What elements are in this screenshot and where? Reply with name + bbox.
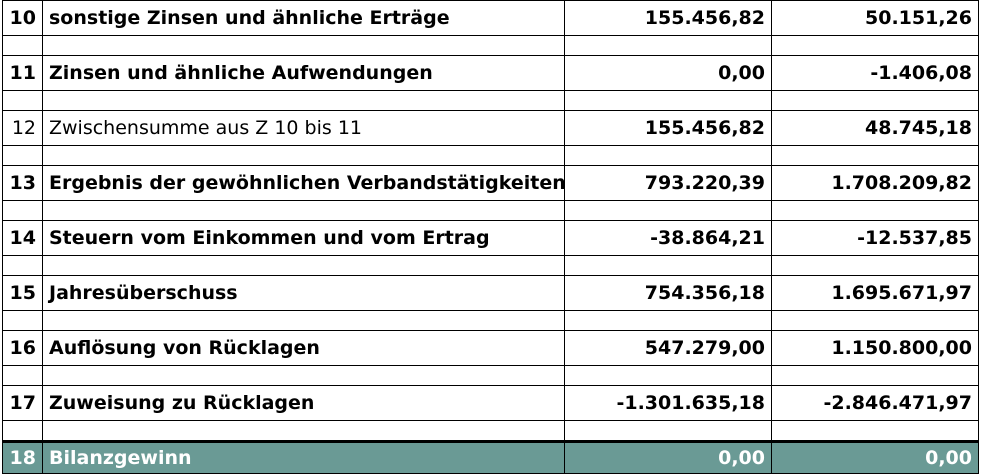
row-label-cell[interactable]: Jahresüberschuss (42, 275, 565, 311)
empty-cell[interactable] (771, 310, 979, 331)
spacer-row (2, 255, 979, 276)
empty-cell[interactable] (42, 200, 565, 221)
total-row: 18 Bilanzgewinn 0,00 0,00 (2, 440, 979, 474)
value-cell-previous[interactable]: -1.406,08 (771, 55, 979, 91)
empty-cell[interactable] (42, 310, 565, 331)
empty-cell[interactable] (2, 35, 43, 56)
empty-cell[interactable] (42, 255, 565, 276)
empty-cell[interactable] (42, 365, 565, 386)
spacer-row (2, 90, 979, 111)
spacer-row (2, 310, 979, 331)
empty-cell[interactable] (771, 90, 979, 111)
row-label-cell[interactable]: Zwischensumme aus Z 10 bis 11 (42, 110, 565, 146)
empty-cell[interactable] (2, 145, 43, 166)
value-cell-current[interactable]: 0,00 (564, 440, 772, 474)
empty-cell[interactable] (2, 255, 43, 276)
row-number-cell[interactable]: 13 (2, 165, 43, 201)
empty-cell[interactable] (771, 365, 979, 386)
row-number-cell[interactable]: 12 (2, 110, 43, 146)
row-label-cell[interactable]: Ergebnis der gewöhnlichen Verbandstätigk… (42, 165, 565, 201)
empty-cell[interactable] (771, 200, 979, 221)
value-cell-current[interactable]: 793.220,39 (564, 165, 772, 201)
value-cell-current[interactable]: 754.356,18 (564, 275, 772, 311)
row-label-cell[interactable]: Bilanzgewinn (42, 440, 565, 474)
empty-cell[interactable] (564, 310, 772, 331)
table-row: 11 Zinsen und ähnliche Aufwendungen 0,00… (2, 55, 979, 91)
empty-cell[interactable] (564, 365, 772, 386)
value-cell-previous[interactable]: 50.151,26 (771, 0, 979, 36)
value-cell-previous[interactable]: 1.150.800,00 (771, 330, 979, 366)
row-number-cell[interactable]: 10 (2, 0, 43, 36)
table-row: 14 Steuern vom Einkommen und vom Ertrag … (2, 220, 979, 256)
empty-cell[interactable] (771, 420, 979, 442)
spacer-row (2, 35, 979, 56)
value-cell-current[interactable]: -38.864,21 (564, 220, 772, 256)
table-row: 13 Ergebnis der gewöhnlichen Verbandstät… (2, 165, 979, 201)
value-cell-current[interactable]: 547.279,00 (564, 330, 772, 366)
row-number-cell[interactable]: 14 (2, 220, 43, 256)
empty-cell[interactable] (771, 145, 979, 166)
empty-cell[interactable] (564, 35, 772, 56)
table-row: 17 Zuweisung zu Rücklagen -1.301.635,18 … (2, 385, 979, 421)
row-label-cell[interactable]: sonstige Zinsen und ähnliche Erträge (42, 0, 565, 36)
table-row: 12 Zwischensumme aus Z 10 bis 11 155.456… (2, 110, 979, 146)
value-cell-previous[interactable]: 1.695.671,97 (771, 275, 979, 311)
value-cell-current[interactable]: 0,00 (564, 55, 772, 91)
row-label-cell[interactable]: Auflösung von Rücklagen (42, 330, 565, 366)
value-cell-current[interactable]: 155.456,82 (564, 0, 772, 36)
empty-cell[interactable] (771, 35, 979, 56)
spacer-row (2, 365, 979, 386)
empty-cell[interactable] (564, 90, 772, 111)
value-cell-previous[interactable]: 48.745,18 (771, 110, 979, 146)
table-row: 16 Auflösung von Rücklagen 547.279,00 1.… (2, 330, 979, 366)
value-cell-current[interactable]: 155.456,82 (564, 110, 772, 146)
row-label-cell[interactable]: Steuern vom Einkommen und vom Ertrag (42, 220, 565, 256)
row-number-cell[interactable]: 17 (2, 385, 43, 421)
empty-cell[interactable] (2, 200, 43, 221)
row-number-cell[interactable]: 15 (2, 275, 43, 311)
value-cell-current[interactable]: -1.301.635,18 (564, 385, 772, 421)
empty-cell[interactable] (42, 420, 565, 442)
value-cell-previous[interactable]: 0,00 (771, 440, 979, 474)
empty-cell[interactable] (564, 420, 772, 442)
empty-cell[interactable] (564, 145, 772, 166)
empty-cell[interactable] (564, 255, 772, 276)
row-number-cell[interactable]: 18 (2, 440, 43, 474)
table-row: 10 sonstige Zinsen und ähnliche Erträge … (2, 0, 979, 36)
value-cell-previous[interactable]: 1.708.209,82 (771, 165, 979, 201)
value-cell-previous[interactable]: -2.846.471,97 (771, 385, 979, 421)
table-row: 15 Jahresüberschuss 754.356,18 1.695.671… (2, 275, 979, 311)
spacer-row (2, 420, 979, 442)
empty-cell[interactable] (42, 145, 565, 166)
value-cell-previous[interactable]: -12.537,85 (771, 220, 979, 256)
empty-cell[interactable] (564, 200, 772, 221)
empty-cell[interactable] (771, 255, 979, 276)
spacer-row (2, 145, 979, 166)
row-number-cell[interactable]: 16 (2, 330, 43, 366)
row-number-cell[interactable]: 11 (2, 55, 43, 91)
empty-cell[interactable] (2, 420, 43, 442)
row-label-cell[interactable]: Zuweisung zu Rücklagen (42, 385, 565, 421)
row-label-cell[interactable]: Zinsen und ähnliche Aufwendungen (42, 55, 565, 91)
empty-cell[interactable] (2, 90, 43, 111)
spacer-row (2, 200, 979, 221)
empty-cell[interactable] (2, 365, 43, 386)
empty-cell[interactable] (42, 90, 565, 111)
empty-cell[interactable] (2, 310, 43, 331)
empty-cell[interactable] (42, 35, 565, 56)
